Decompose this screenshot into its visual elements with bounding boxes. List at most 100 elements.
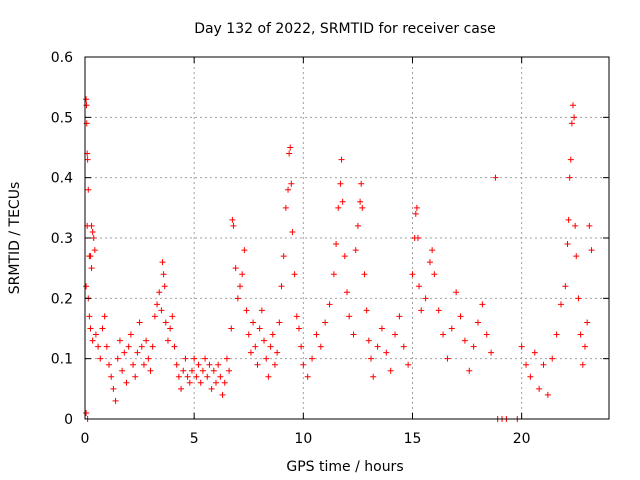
data-point	[223, 355, 230, 362]
data-point	[167, 325, 174, 332]
data-point	[226, 367, 233, 374]
data-point	[313, 331, 320, 338]
data-point	[202, 355, 209, 362]
grid	[85, 57, 609, 419]
data-point	[208, 385, 215, 392]
data-point	[276, 319, 283, 326]
data-point	[254, 361, 261, 368]
data-point	[435, 307, 442, 314]
x-tick-label: 5	[190, 431, 199, 447]
data-point	[83, 96, 90, 103]
data-point	[195, 361, 202, 368]
data-point	[247, 349, 254, 356]
x-axis-label: GPS time / hours	[286, 459, 403, 475]
data-point	[361, 271, 368, 278]
data-point	[256, 325, 263, 332]
data-point	[354, 222, 361, 229]
data-point	[95, 343, 102, 350]
data-point	[106, 361, 113, 368]
data-point	[123, 379, 130, 386]
data-point	[531, 349, 538, 356]
data-point	[136, 319, 143, 326]
data-point	[488, 349, 495, 356]
data-point	[429, 247, 436, 254]
data-point	[368, 355, 375, 362]
data-point	[210, 367, 217, 374]
data-point	[89, 228, 96, 235]
data-point	[221, 379, 228, 386]
y-tick-label: 0.3	[51, 231, 73, 247]
data-point	[161, 283, 168, 290]
data-point	[88, 222, 95, 229]
data-point	[219, 391, 226, 398]
data-point	[140, 361, 147, 368]
x-tick-label: 20	[513, 431, 531, 447]
data-point	[359, 204, 366, 211]
data-point	[448, 325, 455, 332]
data-point	[304, 373, 311, 380]
data-point	[103, 343, 110, 350]
data-point	[151, 313, 158, 320]
data-point	[162, 319, 169, 326]
data-point	[234, 295, 241, 302]
data-point	[333, 241, 340, 248]
data-point	[586, 222, 593, 229]
data-point	[243, 307, 250, 314]
data-point	[84, 156, 91, 163]
data-point	[422, 295, 429, 302]
data-point	[573, 253, 580, 260]
data-point	[418, 307, 425, 314]
data-point	[215, 361, 222, 368]
data-point	[145, 355, 152, 362]
data-point	[125, 343, 132, 350]
data-point	[197, 379, 204, 386]
x-tick-label: 15	[404, 431, 422, 447]
data-point	[295, 325, 302, 332]
data-point	[339, 198, 346, 205]
data-point	[483, 331, 490, 338]
data-point	[239, 271, 246, 278]
data-point	[286, 150, 293, 157]
data-point	[569, 102, 576, 109]
data-point	[213, 379, 219, 386]
data-point	[365, 337, 372, 344]
data-point	[412, 210, 419, 217]
data-point	[154, 301, 161, 308]
data-point	[85, 186, 92, 193]
data-point	[199, 367, 206, 374]
data-point	[457, 313, 464, 320]
data-point	[475, 319, 481, 326]
data-point	[416, 283, 423, 290]
data-point	[229, 216, 236, 223]
data-point	[116, 337, 123, 344]
data-point	[241, 247, 248, 254]
data-point	[230, 222, 237, 229]
data-point	[89, 337, 96, 344]
data-point	[579, 361, 586, 368]
data-point	[326, 301, 333, 308]
data-point	[90, 235, 97, 241]
data-point	[280, 253, 287, 260]
data-point	[160, 271, 167, 278]
data-point	[204, 373, 211, 380]
data-point	[405, 361, 412, 368]
data-point	[158, 307, 165, 314]
y-tick-label: 0.6	[51, 50, 73, 66]
data-point	[245, 331, 252, 338]
data-point	[182, 355, 189, 362]
data-point	[344, 289, 350, 296]
data-point	[164, 337, 171, 344]
data-point	[293, 313, 300, 320]
data-point	[571, 114, 578, 121]
data-point	[83, 283, 90, 290]
data-point	[263, 355, 270, 362]
data-point	[549, 355, 556, 362]
data-point	[358, 180, 365, 187]
data-point	[564, 241, 571, 248]
data-point	[363, 307, 370, 314]
data-point	[492, 174, 499, 181]
data-point	[108, 373, 115, 380]
data-point	[287, 144, 294, 151]
data-point	[83, 409, 90, 416]
